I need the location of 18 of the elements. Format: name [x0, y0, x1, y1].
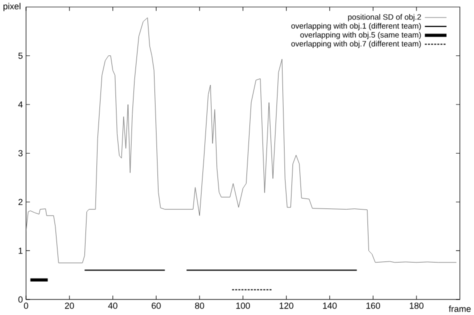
y-tick-label: 1 [18, 248, 22, 254]
y-tick-label: 3 [18, 150, 23, 156]
x-tick-label: 60 [152, 302, 161, 309]
x-tick-label: 180 [410, 302, 424, 309]
y-tick-label: 5 [18, 52, 23, 59]
x-tick-label: 80 [195, 302, 204, 309]
y-tick-label: 4 [18, 102, 23, 108]
x-tick-label: 160 [366, 302, 380, 309]
y-axis-title: pixel [4, 2, 20, 12]
y-tick-label: 0 [18, 296, 23, 303]
x-tick-label: 140 [323, 302, 337, 309]
x-tick-label: 20 [64, 302, 74, 309]
x-tick-label: 40 [108, 302, 118, 309]
x-tick-label: 100 [236, 302, 250, 309]
x-axis-title: frame [448, 306, 471, 312]
y-tick-label: 2 [18, 198, 22, 206]
x-tick-label: 0 [24, 302, 28, 309]
x-tick-label: 120 [280, 302, 294, 309]
